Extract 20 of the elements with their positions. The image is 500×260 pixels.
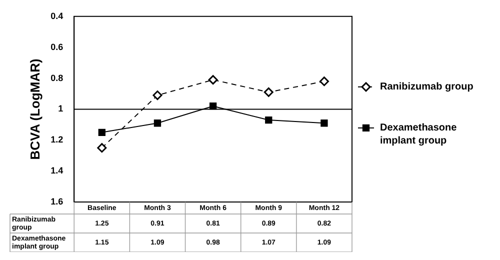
point bbox=[320, 120, 328, 127]
point bbox=[97, 143, 107, 153]
point bbox=[152, 90, 162, 100]
y-tick-label: 1.2 bbox=[50, 134, 64, 145]
point bbox=[208, 75, 218, 85]
y-axis-title: BCVA (LogMAR) bbox=[27, 58, 42, 160]
point bbox=[209, 102, 217, 110]
point bbox=[265, 116, 272, 124]
point bbox=[264, 87, 274, 97]
y-tick-label: 0.6 bbox=[50, 42, 64, 52]
y-tick-label: 1 bbox=[58, 104, 64, 114]
point bbox=[98, 128, 106, 136]
legend-label: Dexamethasone implant group bbox=[380, 122, 458, 147]
point bbox=[319, 76, 329, 86]
point bbox=[154, 120, 162, 127]
y-tick-label: 0.4 bbox=[50, 10, 64, 21]
y-tick-label: 0.8 bbox=[50, 72, 64, 83]
y-tick-label: 1.6 bbox=[50, 196, 64, 206]
y-tick-label: 1.4 bbox=[50, 166, 64, 176]
legend-label: Ranibizumab group bbox=[380, 82, 474, 93]
